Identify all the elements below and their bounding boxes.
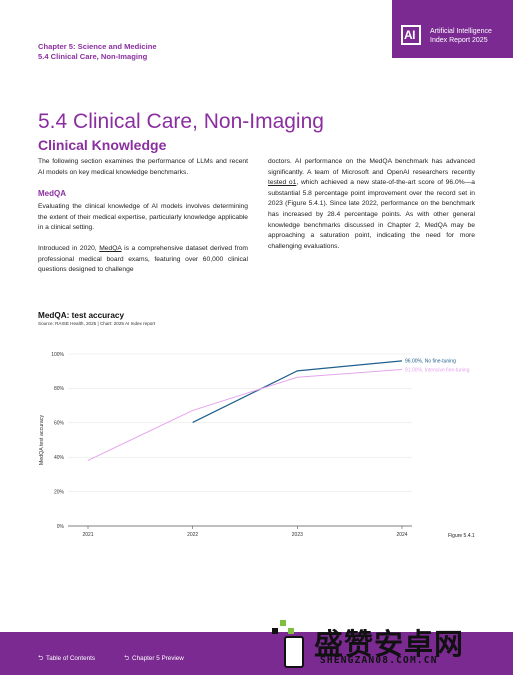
badge-line-1: Artificial Intelligence — [430, 28, 492, 35]
header-section: 5.4 Clinical Care, Non-Imaging — [38, 52, 148, 61]
badge-line-2: Index Report 2025 — [430, 37, 488, 44]
figure-label: Figure 5.4.1 — [448, 533, 475, 539]
paragraph-3-start: doctors. AI performance on the MedQA ben… — [268, 158, 475, 176]
y-tick-label: 100% — [51, 352, 64, 358]
intro-paragraph: The following section examines the perfo… — [38, 158, 248, 176]
medqa-link[interactable]: MedQA — [99, 244, 122, 252]
x-tick-label: 2022 — [187, 532, 198, 538]
watermark-en: SHENGZAN08.COM.CN — [320, 655, 438, 666]
series-line-no-fine-tuning — [192, 360, 403, 423]
chart-title: MedQA: test accuracy — [38, 311, 125, 320]
y-tick-label: 0% — [57, 524, 65, 530]
chart-source: Source: RAISE Health, 2025 | Chart: 2025… — [38, 321, 156, 326]
report-badge: AI Artificial Intelligence Index Report … — [392, 0, 513, 58]
paragraph-2: Introduced in 2020, MedQA is a comprehen… — [38, 244, 248, 276]
site-watermark: 盛赞安卓网 SHENGZAN08.COM.CN — [262, 612, 513, 675]
ai-logo-text: AI — [404, 28, 416, 42]
series-end-label: 91.00%, Intensive fine-tuning — [405, 367, 470, 373]
return-arrow-icon: ⮌ — [38, 655, 44, 662]
y-axis-label: MedQA test accuracy — [39, 414, 45, 465]
y-tick-label: 20% — [54, 489, 65, 495]
tested-o1-link[interactable]: tested o1 — [268, 179, 297, 187]
phone-logo-icon — [270, 620, 304, 672]
toc-label: Table of Contents — [46, 655, 96, 662]
text-column-right: doctors. AI performance on the MedQA ben… — [268, 157, 475, 262]
header-chapter: Chapter 5: Science and Medicine — [38, 42, 157, 51]
paragraph-3: doctors. AI performance on the MedQA ben… — [268, 157, 475, 252]
page-title: 5.4 Clinical Care, Non-Imaging — [38, 110, 324, 133]
x-tick-label: 2024 — [396, 532, 407, 538]
y-tick-label: 60% — [54, 421, 65, 427]
y-tick-label: 80% — [54, 386, 65, 392]
running-header: Chapter 5: Science and Medicine 5.4 Clin… — [38, 42, 157, 62]
text-column-left: The following section examines the perfo… — [38, 157, 248, 286]
medqa-line-chart: 0% 20% 40% 60% 80% 100% 2021 2022 2023 2024 MedQA … — [39, 352, 470, 538]
x-tick-label: 2021 — [82, 532, 93, 538]
paragraph-1: Evaluating the clinical knowledge of AI … — [38, 203, 248, 232]
x-tick-label: 2023 — [292, 532, 303, 538]
series-line-intensive-fine-tuning — [87, 368, 403, 461]
page-footer: ⮌ Table of Contents ⮌ Chapter 5 Preview — [0, 632, 513, 675]
paragraph-3-end: , which achieved a new state-of-the-art … — [268, 179, 476, 250]
badge-title: Artificial Intelligence Index Report 202… — [430, 27, 492, 45]
series-end-label: 96.00%, No fine-tuning — [405, 359, 456, 365]
medqa-heading: MedQA — [38, 189, 66, 199]
paragraph-2-start: Introduced in 2020, — [38, 244, 100, 252]
watermark-cn: 盛赞安卓网 — [314, 627, 465, 661]
preview-label: Chapter 5 Preview — [132, 655, 184, 662]
ai-index-logo: AI — [401, 25, 421, 45]
table-of-contents-link[interactable]: ⮌ Table of Contents — [38, 653, 95, 664]
section-subtitle: Clinical Knowledge — [38, 137, 167, 153]
y-tick-label: 40% — [54, 455, 65, 461]
paragraph-2-end: is a comprehensive dataset derived from … — [38, 244, 249, 274]
return-arrow-icon: ⮌ — [124, 655, 130, 662]
chapter-preview-link[interactable]: ⮌ Chapter 5 Preview — [124, 653, 184, 664]
